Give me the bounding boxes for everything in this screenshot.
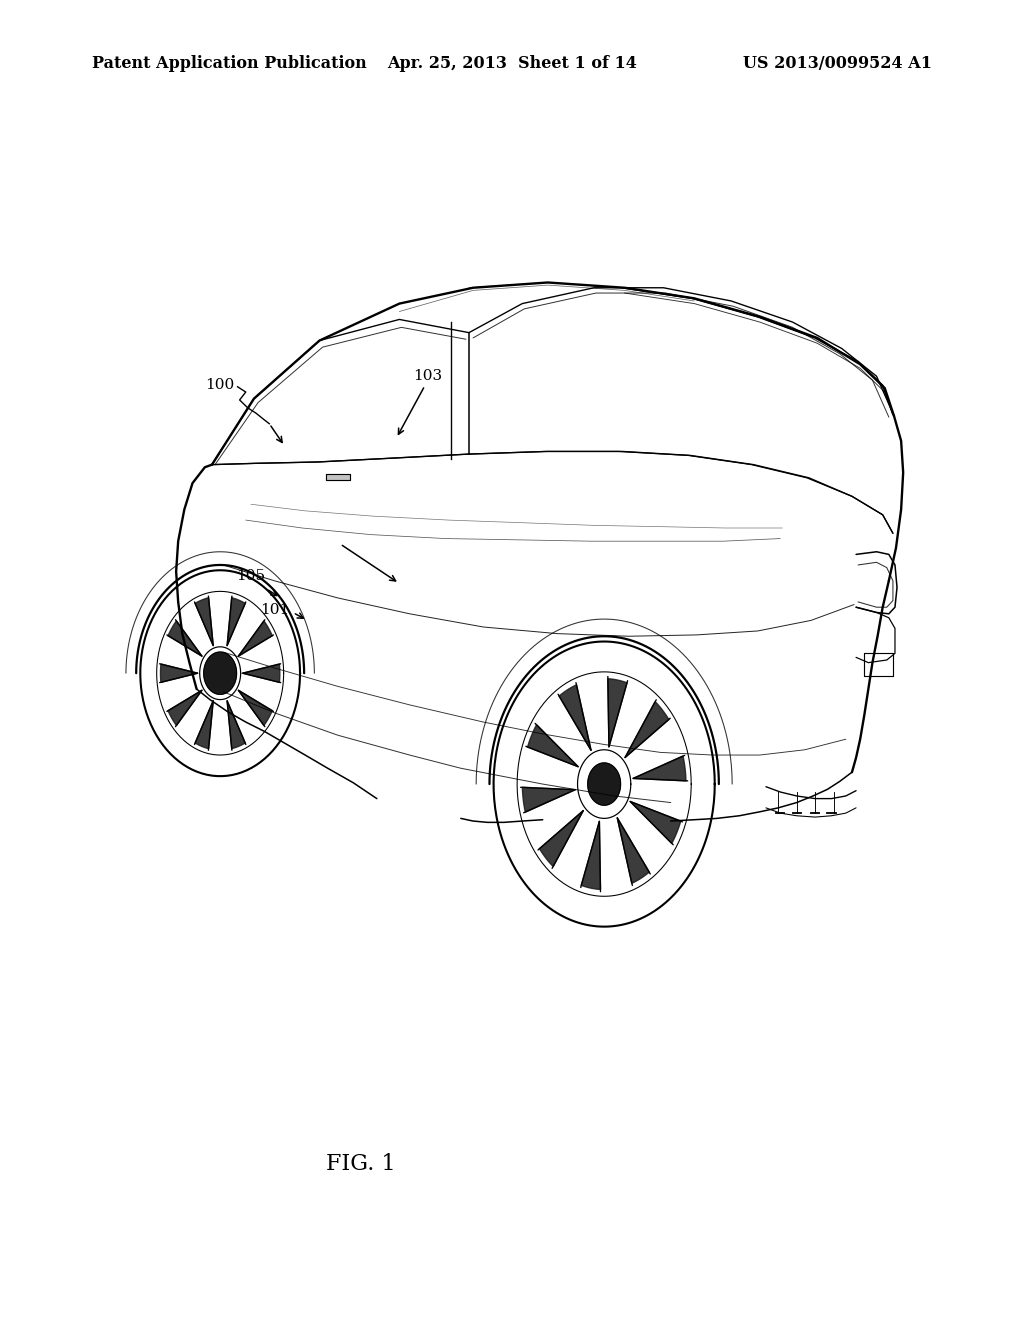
Polygon shape: [540, 810, 584, 867]
Polygon shape: [239, 690, 272, 726]
Polygon shape: [630, 801, 681, 843]
Text: Patent Application Publication: Patent Application Publication: [92, 55, 367, 73]
Text: 105: 105: [237, 569, 265, 582]
Polygon shape: [608, 678, 627, 747]
Polygon shape: [588, 763, 621, 805]
Polygon shape: [559, 685, 591, 750]
Text: 103: 103: [414, 370, 442, 383]
Polygon shape: [168, 620, 202, 656]
Polygon shape: [582, 821, 600, 890]
Polygon shape: [204, 652, 237, 694]
Polygon shape: [168, 690, 202, 726]
Polygon shape: [625, 701, 669, 758]
Text: 100: 100: [206, 379, 234, 392]
Polygon shape: [617, 818, 649, 883]
Polygon shape: [161, 664, 198, 682]
Polygon shape: [195, 598, 213, 645]
Polygon shape: [527, 725, 579, 767]
Polygon shape: [195, 701, 213, 748]
Polygon shape: [522, 787, 575, 812]
Polygon shape: [243, 664, 280, 682]
Text: 101: 101: [260, 603, 289, 616]
Polygon shape: [239, 620, 272, 656]
Text: Apr. 25, 2013  Sheet 1 of 14: Apr. 25, 2013 Sheet 1 of 14: [387, 55, 637, 73]
Text: US 2013/0099524 A1: US 2013/0099524 A1: [742, 55, 932, 73]
Polygon shape: [227, 701, 246, 748]
Polygon shape: [633, 756, 686, 781]
Polygon shape: [227, 598, 246, 645]
Polygon shape: [326, 474, 350, 480]
Text: FIG. 1: FIG. 1: [326, 1154, 395, 1175]
